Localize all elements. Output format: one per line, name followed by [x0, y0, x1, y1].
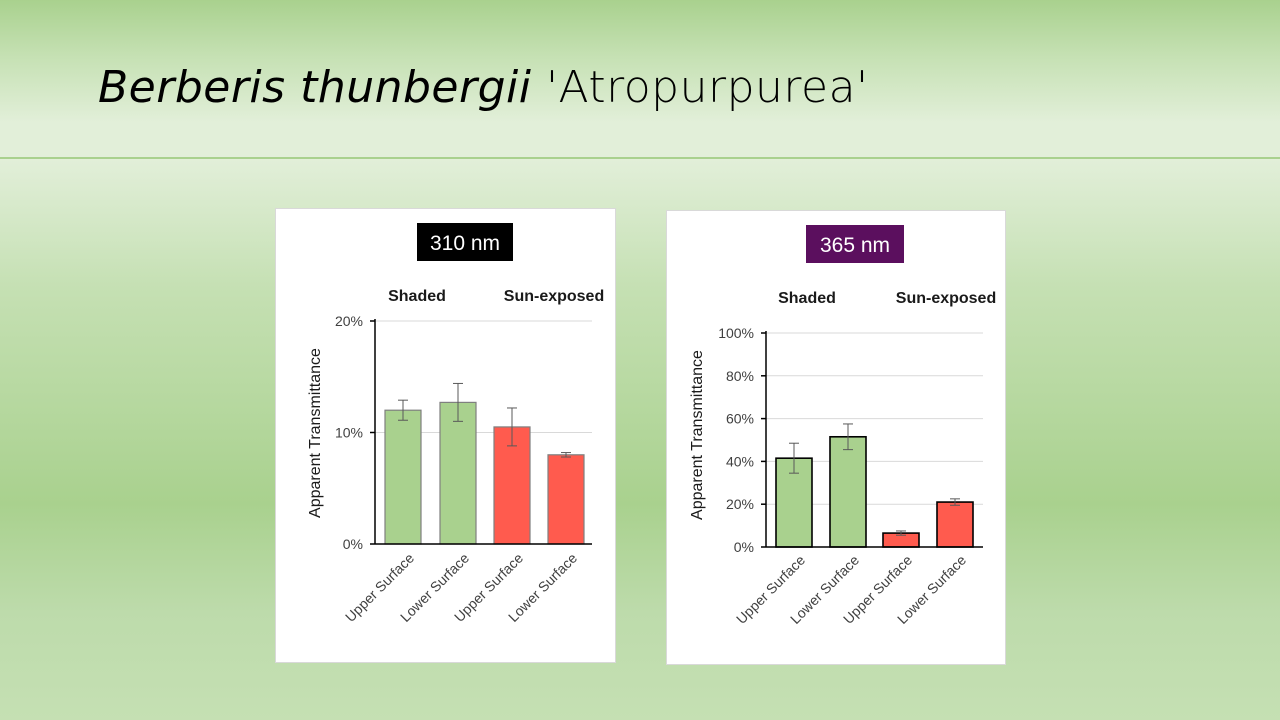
y-tick-label: 100%	[718, 325, 754, 341]
chart-title: 365 nm	[820, 234, 890, 257]
y-tick-label: 20%	[335, 313, 363, 329]
title-divider	[0, 157, 1280, 159]
chart-title-badge	[417, 223, 513, 261]
chart-title-badge	[806, 225, 904, 263]
y-tick-label: 60%	[726, 411, 754, 427]
chart-panel-310: 310 nm Shaded Sun-exposed 0% 10% 20% Apparent …	[275, 208, 616, 663]
y-tick-label: 0%	[343, 536, 363, 552]
group-label-shaded: Shaded	[778, 290, 836, 307]
y-tick-label: 40%	[726, 453, 754, 469]
chart-365nm: 365 nm Shaded Sun-exposed 0% 20% 40% 60% 80% 100…	[689, 225, 996, 627]
bar	[547, 454, 585, 545]
y-tick-label: 80%	[726, 368, 754, 384]
group-label-sun-exposed: Sun-exposed	[504, 288, 604, 305]
y-tick-label: 10%	[335, 425, 363, 441]
group-label-sun-exposed: Sun-exposed	[896, 290, 996, 307]
chart-310nm: 310 nm Shaded Sun-exposed 0% 10% 20% Apparent …	[307, 223, 604, 625]
bar	[439, 401, 477, 545]
title-species: Berberis thunbergii	[98, 62, 532, 113]
y-tick-label: 20%	[726, 496, 754, 512]
chart-title: 310 nm	[430, 232, 500, 255]
bar	[936, 501, 974, 548]
bar	[829, 435, 867, 548]
group-label-shaded: Shaded	[388, 288, 446, 305]
y-tick-label: 0%	[734, 539, 754, 555]
bar	[384, 409, 422, 545]
bar	[493, 426, 531, 545]
chart-panel-365: 365 nm Shaded Sun-exposed 0% 20% 40% 60% 80% 100…	[666, 210, 1006, 665]
title-cultivar: 'Atropurpurea'	[531, 62, 869, 113]
slide-title: Berberis thunbergii 'Atropurpurea'	[98, 62, 869, 113]
y-axis-label: Apparent Transmittance	[307, 348, 324, 518]
y-axis-label: Apparent Transmittance	[689, 350, 706, 520]
